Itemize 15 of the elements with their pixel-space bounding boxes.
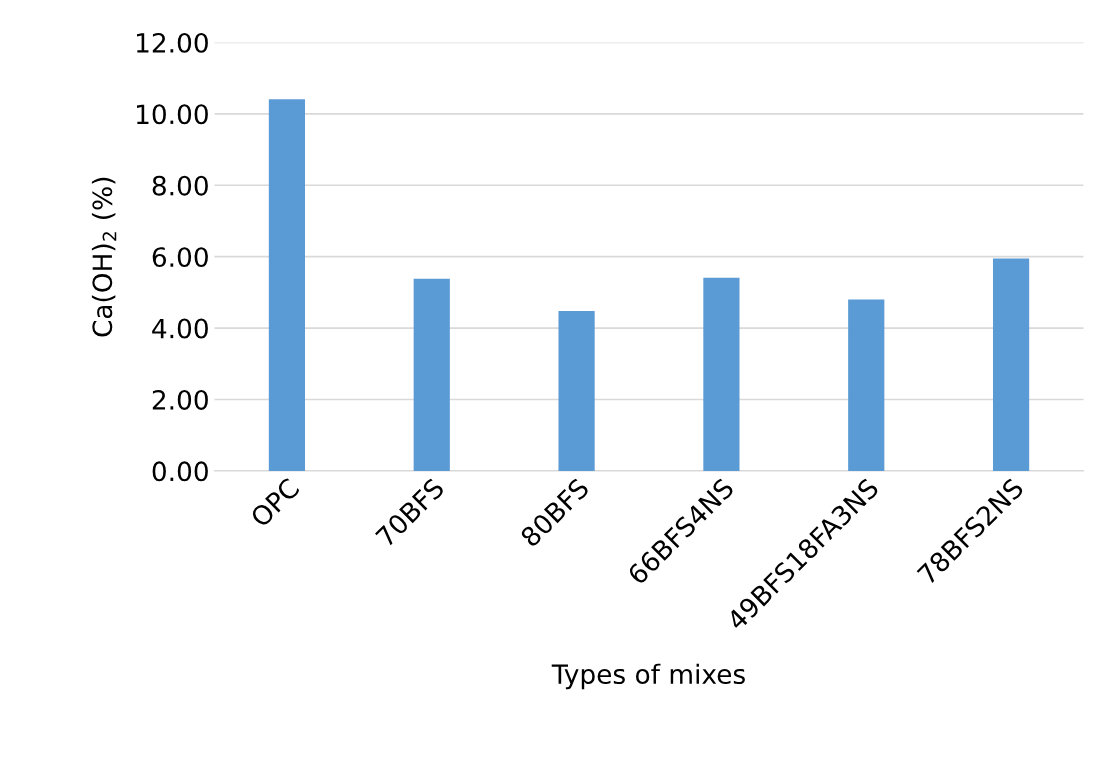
y-axis-title: Ca(OH)$_{2}$ (%) (91, 177, 117, 337)
bar (848, 299, 885, 471)
y-tick-label: 0.00 (152, 461, 208, 482)
bar (413, 278, 450, 471)
y-tick-label: 10.00 (136, 104, 208, 125)
bar (558, 310, 595, 471)
bar (703, 277, 740, 471)
bar (268, 99, 306, 471)
y-tick-label: 2.00 (152, 389, 208, 410)
y-tick-label: 6.00 (152, 247, 208, 268)
y-tick-label: 8.00 (152, 175, 208, 196)
y-tick-label: 4.00 (152, 318, 208, 339)
x-axis-title: Types of mixes (551, 663, 745, 690)
y-tick-label: 12.00 (136, 32, 208, 53)
bar (992, 258, 1030, 471)
